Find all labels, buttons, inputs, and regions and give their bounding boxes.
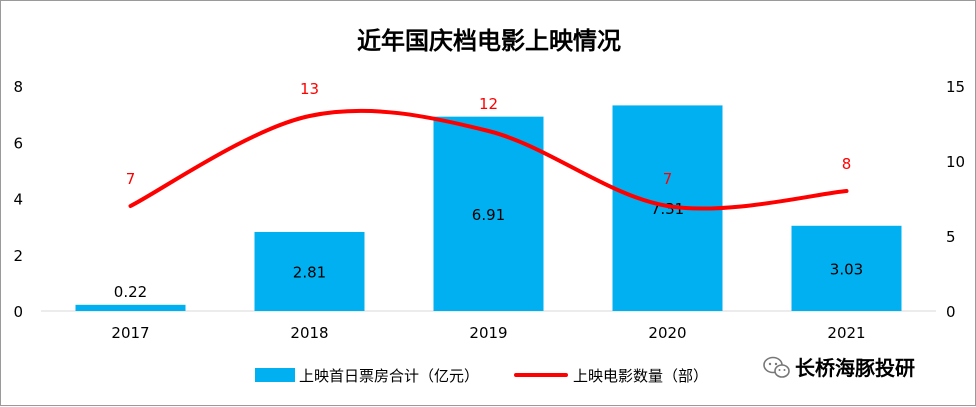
bar-2018 xyxy=(254,231,365,311)
x-tick-label: 2017 xyxy=(111,324,149,342)
right-tick-label: 0 xyxy=(946,303,956,321)
right-tick-label: 10 xyxy=(946,153,965,171)
left-tick-label: 4 xyxy=(13,191,23,209)
left-tick-label: 0 xyxy=(13,303,23,321)
line-data-label: 12 xyxy=(479,95,498,113)
wechat-icon xyxy=(763,356,790,378)
bar-data-label: 0.22 xyxy=(114,283,147,301)
bar-data-label: 3.03 xyxy=(830,260,863,278)
x-axis-ticks: 2017 2018 2019 2020 2021 xyxy=(111,324,865,342)
line-data-labels: 7 13 12 7 8 xyxy=(126,80,852,188)
x-tick-label: 2021 xyxy=(827,324,865,342)
left-tick-label: 6 xyxy=(13,134,23,152)
legend-line-label: 上映电影数量（部） xyxy=(573,367,708,385)
line-data-label: 13 xyxy=(300,80,319,98)
right-tick-label: 5 xyxy=(946,228,956,246)
bar-2019 xyxy=(433,116,544,311)
line-data-label: 7 xyxy=(663,170,673,188)
x-tick-label: 2018 xyxy=(290,324,328,342)
left-axis: 0 2 4 6 8 xyxy=(13,78,23,321)
right-tick-label: 15 xyxy=(946,78,965,96)
line-data-label: 7 xyxy=(126,170,136,188)
right-axis: 0 5 10 15 xyxy=(946,78,965,321)
legend-bar-swatch xyxy=(255,368,295,382)
left-tick-label: 2 xyxy=(13,247,23,265)
bar-data-label: 2.81 xyxy=(293,263,326,281)
line-series xyxy=(128,108,849,211)
x-tick-label: 2020 xyxy=(648,324,686,342)
watermark: 长桥海豚投研 xyxy=(763,356,915,380)
legend-bar-label: 上映首日票房合计（亿元） xyxy=(299,367,479,385)
bar-2017 xyxy=(75,304,186,311)
x-tick-label: 2019 xyxy=(469,324,507,342)
line-data-label: 8 xyxy=(842,155,852,173)
left-tick-label: 8 xyxy=(13,78,23,96)
line-path xyxy=(128,108,849,211)
watermark-text: 长桥海豚投研 xyxy=(795,356,915,380)
bar-2021 xyxy=(791,225,902,311)
bar-data-labels: 0.222.816.91 7.313.03 xyxy=(114,200,863,301)
legend: 上映首日票房合计（亿元） 上映电影数量（部） xyxy=(255,367,708,385)
chart-title: 近年国庆档电影上映情况 xyxy=(357,27,621,55)
bar-data-label: 6.91 xyxy=(472,206,505,224)
